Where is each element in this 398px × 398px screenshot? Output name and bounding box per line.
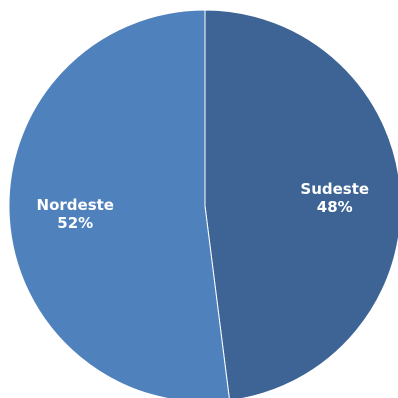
slices-layer	[8, 9, 398, 398]
slice-percent-text: 52%	[57, 214, 93, 232]
slice-percent-text: 48%	[317, 198, 353, 216]
pie-slice-nordeste	[8, 9, 230, 398]
slice-label-nordeste: Nordeste 52%	[37, 196, 114, 232]
slice-name-text: Nordeste	[37, 196, 114, 214]
labels-layer: Sudeste 48% Nordeste 52%	[37, 180, 370, 232]
slice-label-sudeste: Sudeste 48%	[300, 180, 369, 216]
pie-slice-sudeste	[204, 9, 398, 398]
slice-name-text: Sudeste	[300, 180, 369, 198]
